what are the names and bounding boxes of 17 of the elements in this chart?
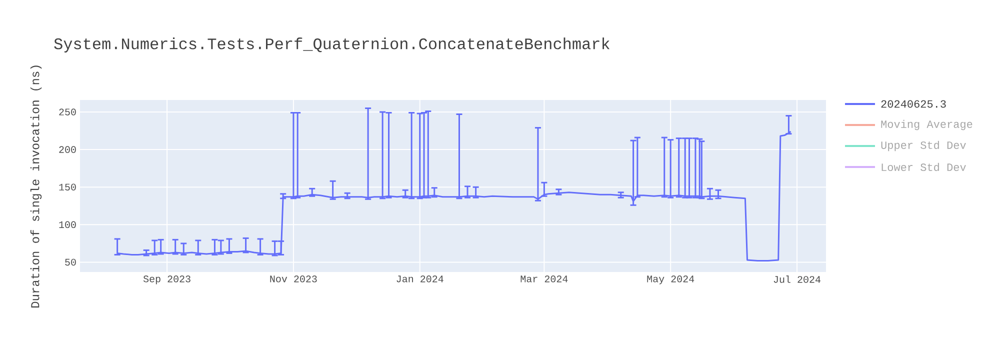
x-tick-label: Nov 2023 [270,276,317,282]
y-tick-label: 250 [59,108,76,116]
y-axis-title: Duration of single invocation (ns) [30,66,42,308]
legend-label: Moving Average [881,120,972,130]
y-tick-label: 150 [59,184,76,191]
legend-label: Lower Std Dev [882,162,966,172]
x-tick-label: Sep 2023 [143,276,190,284]
legend-label: 20240625.3 [881,100,946,108]
x-tick-label: Jul 2024 [774,276,820,283]
chart-title: System.Numerics.Tests.Perf_Quaternion.ConcatenateBenchmark [54,38,610,52]
y-tick-label: 100 [59,221,76,228]
x-tick-label: May 2024 [647,276,694,284]
legend-label: Upper Std Dev [881,140,966,152]
x-tick-label: Mar 2024 [520,276,568,282]
y-tick-label: 50 [65,258,76,266]
y-tick-label: 200 [59,146,76,153]
x-tick-label: Jan 2024 [396,276,444,282]
